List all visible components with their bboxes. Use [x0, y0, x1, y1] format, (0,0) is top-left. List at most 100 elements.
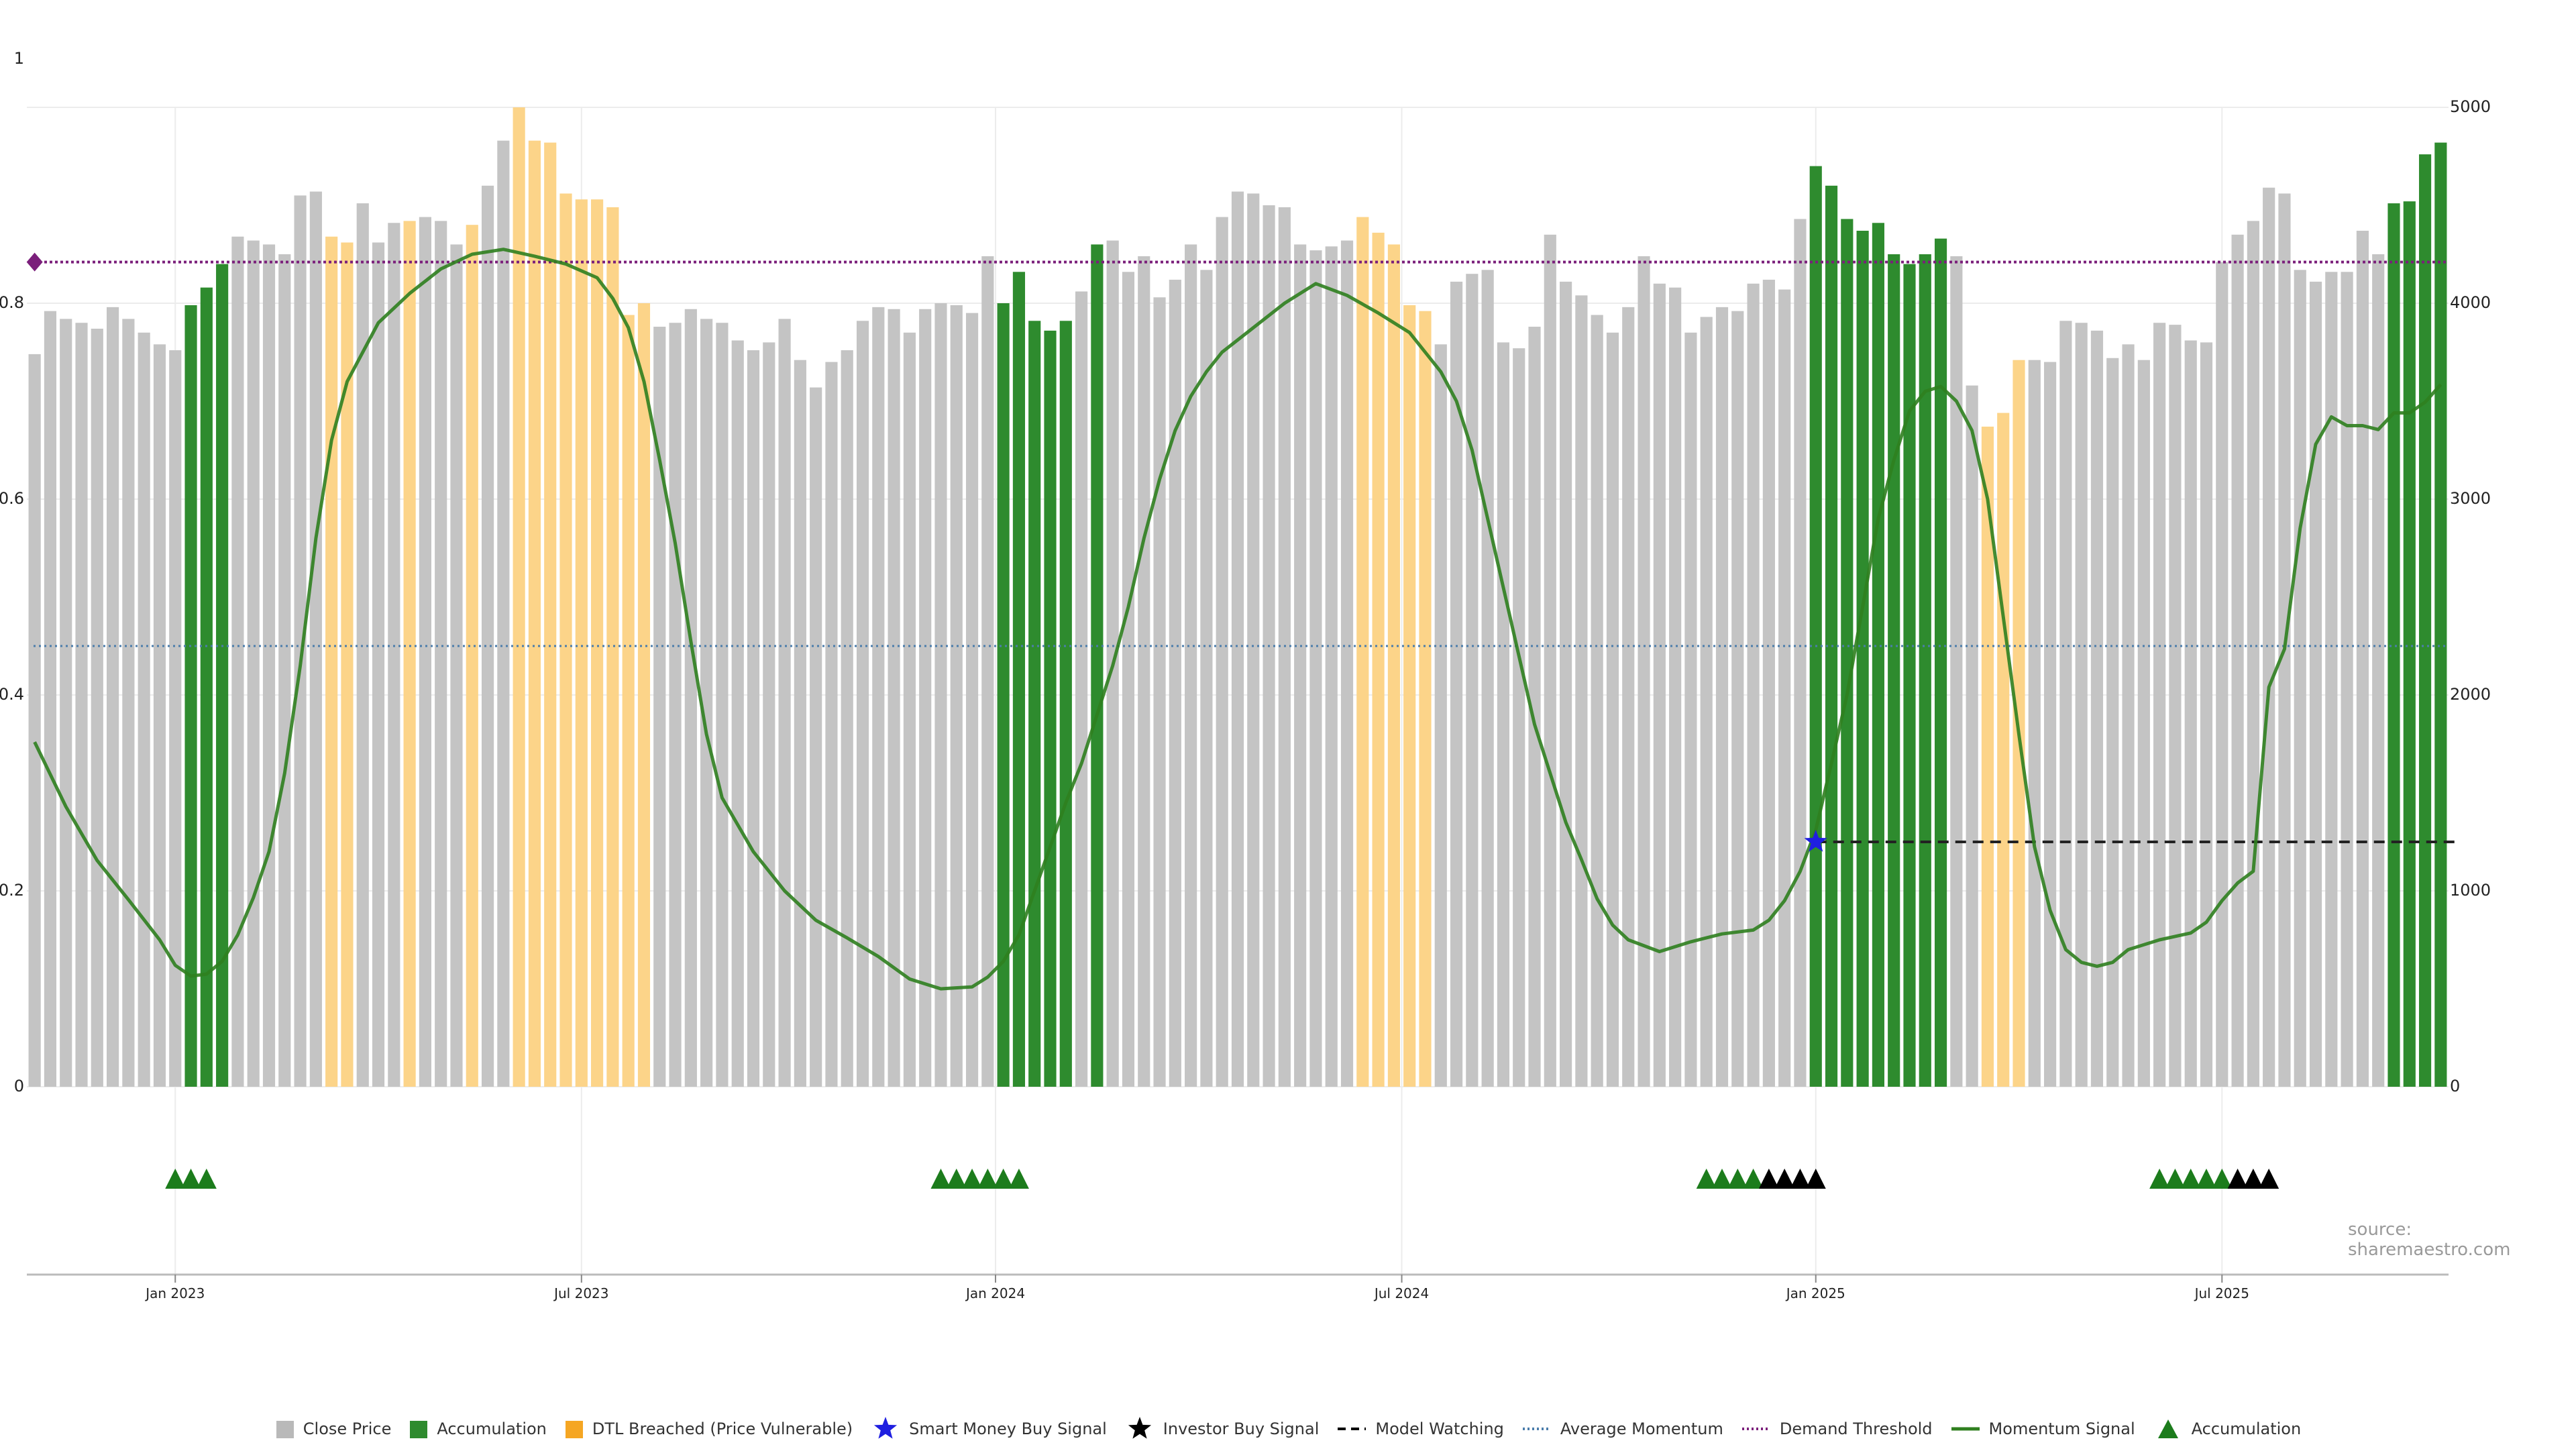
- close-price-bar: [91, 328, 103, 1087]
- close-price-bar: [372, 242, 385, 1087]
- close-price-bar: [419, 217, 431, 1087]
- left-axis-tick-label: 0: [14, 1077, 24, 1095]
- accumulation-marker: [2212, 1169, 2233, 1189]
- dtl-breached-bar: [1997, 413, 2010, 1087]
- legend-label: Close Price: [303, 1419, 392, 1438]
- legend-swatch-icon: [565, 1421, 583, 1438]
- close-price-bar: [669, 323, 682, 1087]
- close-price-bar: [1684, 332, 1697, 1087]
- close-price-bar: [919, 309, 932, 1087]
- close-price-bar: [684, 309, 697, 1087]
- close-price-bar: [450, 244, 463, 1087]
- accumulation-bar: [2403, 201, 2416, 1087]
- close-price-bar: [75, 323, 88, 1087]
- legend-item: Momentum Signal: [1950, 1417, 2135, 1441]
- close-price-bar: [2216, 262, 2229, 1087]
- close-price-bar: [1575, 295, 1588, 1087]
- accumulation-marker: [2165, 1169, 2186, 1189]
- close-price-bar: [28, 354, 41, 1087]
- accumulation-marker: [946, 1169, 967, 1189]
- accumulation-bar: [2434, 142, 2447, 1087]
- accumulation-marker: [1712, 1169, 1732, 1189]
- dtl-breached-bar: [575, 199, 588, 1087]
- close-price-bar: [153, 344, 166, 1087]
- accumulation-bar: [997, 303, 1010, 1087]
- close-price-bar: [731, 340, 744, 1087]
- legend-swatch-icon: [874, 1417, 898, 1439]
- close-price-bar: [1544, 234, 1556, 1087]
- dtl-breached-bar: [403, 221, 416, 1087]
- close-price-bar: [1466, 274, 1479, 1087]
- close-price-bar: [856, 321, 869, 1087]
- close-price-bar: [810, 387, 822, 1087]
- close-price-bar: [903, 332, 916, 1087]
- close-price-bar: [1497, 342, 1510, 1087]
- legend-swatch-icon: [1522, 1428, 1551, 1430]
- close-price-bar: [1715, 307, 1729, 1087]
- investor-buy-marker: [2227, 1169, 2248, 1189]
- close-price-bar: [169, 350, 182, 1087]
- close-price-bar: [2294, 270, 2306, 1087]
- close-price-bar: [122, 319, 135, 1087]
- accumulation-bar: [1809, 166, 1822, 1087]
- close-price-bar: [841, 350, 853, 1087]
- close-price-bar: [2263, 187, 2275, 1087]
- close-price-bar: [1122, 272, 1135, 1087]
- close-price-bar: [2325, 272, 2338, 1087]
- close-price-bar: [700, 319, 713, 1087]
- close-price-bar: [2247, 221, 2259, 1087]
- accumulation-bar: [1934, 238, 1947, 1087]
- close-price-bar: [1794, 219, 1807, 1087]
- dtl-breached-bar: [637, 303, 651, 1087]
- close-price-bar: [2341, 272, 2353, 1087]
- legend-swatch-icon: [2157, 1419, 2178, 1438]
- legend-label: Investor Buy Signal: [1163, 1419, 1320, 1438]
- left-axis-tick-label: 0.8: [0, 293, 24, 312]
- legend-swatch-icon: [410, 1421, 428, 1438]
- close-price-bar: [1622, 307, 1635, 1087]
- close-price-bar: [1153, 297, 1166, 1087]
- close-price-bar: [1481, 270, 1494, 1087]
- accumulation-marker: [2196, 1169, 2216, 1189]
- legend-label: Accumulation: [2191, 1419, 2302, 1438]
- close-price-bar: [2356, 230, 2369, 1087]
- dtl-breached-bar: [1419, 311, 1432, 1087]
- close-price-bar: [2137, 360, 2150, 1087]
- investor-buy-marker: [2243, 1169, 2263, 1189]
- close-price-bar: [950, 305, 963, 1087]
- accumulation-bar: [200, 287, 213, 1087]
- legend-item: Close Price: [275, 1417, 392, 1441]
- close-price-bar: [435, 221, 447, 1087]
- right-axis-tick-label: 4000: [2450, 293, 2491, 312]
- close-price-bar: [2044, 362, 2057, 1087]
- chart-legend: Close Price Accumulation DTL Breached (Pri…: [0, 1415, 2576, 1442]
- dtl-breached-bar: [1387, 244, 1400, 1087]
- right-axis-tick-label: 1000: [2450, 881, 2491, 900]
- legend-item: Smart Money Buy Signal: [870, 1417, 1107, 1441]
- accumulation-marker: [1743, 1169, 1764, 1189]
- close-price-bar: [247, 240, 260, 1087]
- close-price-bar: [888, 309, 900, 1087]
- close-price-bar: [2106, 358, 2119, 1087]
- close-price-bar: [1169, 279, 1181, 1087]
- legend-label: Smart Money Buy Signal: [909, 1419, 1107, 1438]
- legend-label: Momentum Signal: [1988, 1419, 2135, 1438]
- dtl-breached-bar: [1981, 426, 1994, 1087]
- left-axis-tick-label: 0.6: [0, 489, 24, 508]
- close-price-bar: [2184, 340, 2197, 1087]
- axes: 0 0.2 0.4 0.6 0.8 1 0 1000 2000 3000 4000 5000 Jan 2…: [0, 49, 2491, 1301]
- accumulation-marker: [1696, 1169, 1717, 1189]
- dtl-breached-bar: [559, 193, 572, 1087]
- right-axis-tick-label: 5000: [2450, 97, 2491, 116]
- close-price-bar: [262, 244, 276, 1087]
- close-price-bar: [1216, 217, 1228, 1087]
- investor-buy-marker: [2259, 1169, 2279, 1189]
- legend-label: Model Watching: [1375, 1419, 1504, 1438]
- accumulation-marker: [930, 1169, 951, 1189]
- x-axis-tick-label: Jan 2024: [965, 1285, 1025, 1301]
- accumulation-bar: [1091, 244, 1104, 1087]
- accumulation-bar: [1825, 185, 1838, 1087]
- close-price-bar: [278, 254, 291, 1087]
- x-axis-tick-label: Jan 2025: [1785, 1285, 1845, 1301]
- accumulation-marker: [1008, 1169, 1029, 1189]
